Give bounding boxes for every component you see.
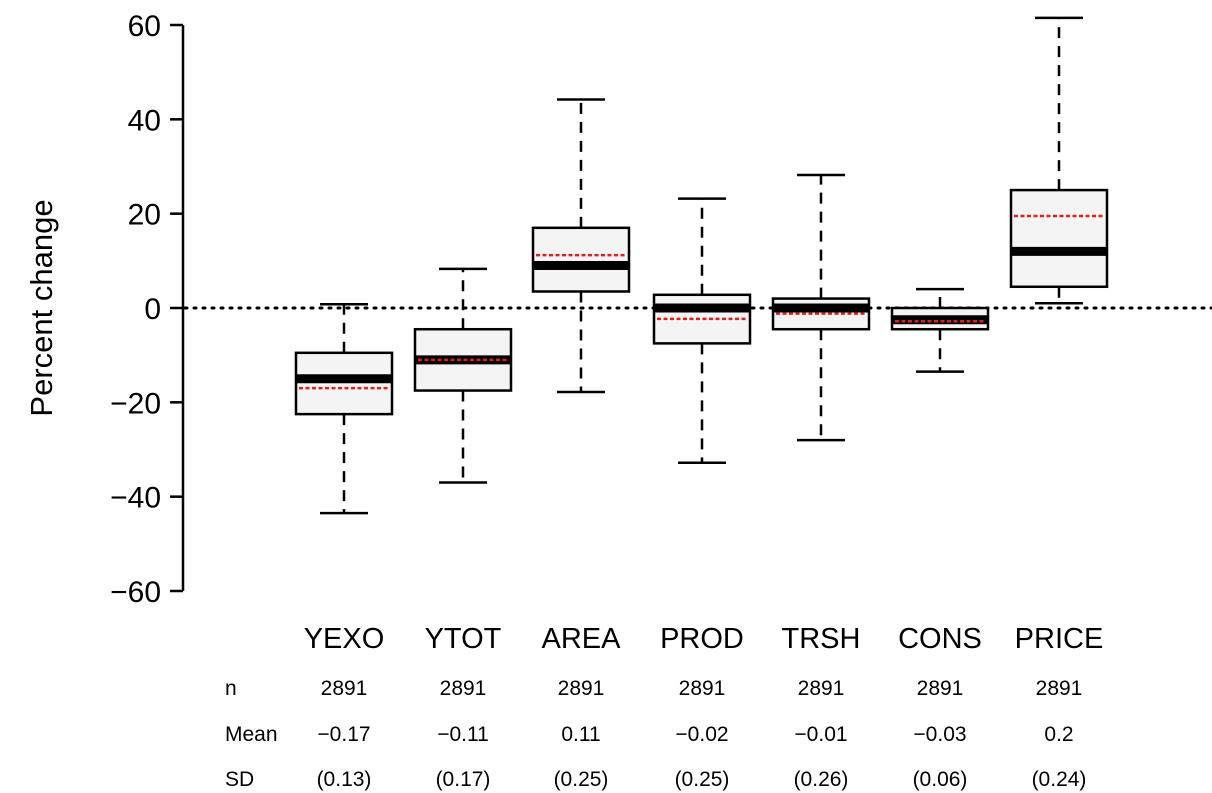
category-label: TRSH (782, 623, 861, 655)
box-prod (652, 197, 752, 464)
stats-value: 0.11 (561, 723, 600, 746)
stats-row-label: n (225, 677, 237, 700)
category-label: CONS (898, 623, 982, 655)
stats-value: 2891 (1036, 677, 1083, 700)
stats-value: −0.11 (437, 723, 489, 746)
stats-value: 2891 (321, 677, 368, 700)
stats-value: −0.02 (675, 723, 728, 746)
stats-table: n 2891 2891 2891 2891 2891 2891 2891 Mean −0.17 −0… (225, 677, 1086, 791)
box-yexo (294, 302, 394, 515)
iqr-box (294, 351, 394, 416)
stats-value: 2891 (679, 677, 726, 700)
stats-value: (0.13) (317, 768, 372, 791)
stats-value: (0.24) (1032, 768, 1087, 791)
stats-row-label: SD (225, 768, 254, 791)
y-tick-label: 0 (144, 293, 161, 326)
stats-value: 0.2 (1044, 723, 1073, 746)
stats-value: −0.01 (794, 723, 847, 746)
plot-area (183, 16, 1212, 515)
y-tick-label: 60 (128, 10, 161, 43)
y-tick-label: −20 (110, 387, 161, 420)
stats-value: (0.26) (794, 768, 849, 791)
stats-value: (0.25) (675, 768, 730, 791)
category-labels: YEXO YTOT AREA PROD TRSH CONS PRICE (304, 623, 1104, 655)
category-label: YEXO (304, 623, 385, 655)
stats-value: −0.03 (913, 723, 966, 746)
category-label: YTOT (425, 623, 502, 655)
box-trsh (771, 173, 871, 442)
stats-value: (0.17) (436, 768, 491, 791)
y-axis: 60 40 20 0 −20 −40 −60 (110, 10, 185, 609)
iqr-box (531, 226, 631, 293)
y-tick-label: 20 (128, 199, 161, 232)
y-tick-label: −40 (110, 482, 161, 515)
y-axis-label: Percent change (24, 199, 59, 416)
stats-value: 2891 (917, 677, 964, 700)
category-label: PRICE (1015, 623, 1104, 655)
stats-value: (0.25) (554, 768, 609, 791)
stats-value: 2891 (798, 677, 845, 700)
stats-row-label: Mean (225, 723, 278, 746)
category-label: AREA (542, 623, 622, 655)
category-label: PROD (660, 623, 744, 655)
stats-value: −0.17 (317, 723, 370, 746)
box-cons (890, 287, 990, 373)
stats-value: 2891 (558, 677, 605, 700)
stats-value: (0.06) (913, 768, 968, 791)
box-price (1009, 16, 1109, 305)
stats-value: 2891 (440, 677, 487, 700)
y-tick-label: −60 (110, 576, 161, 609)
iqr-box (1009, 188, 1109, 289)
box-ytot (413, 267, 513, 484)
y-tick-label: 40 (128, 104, 161, 137)
box-area (531, 98, 631, 394)
